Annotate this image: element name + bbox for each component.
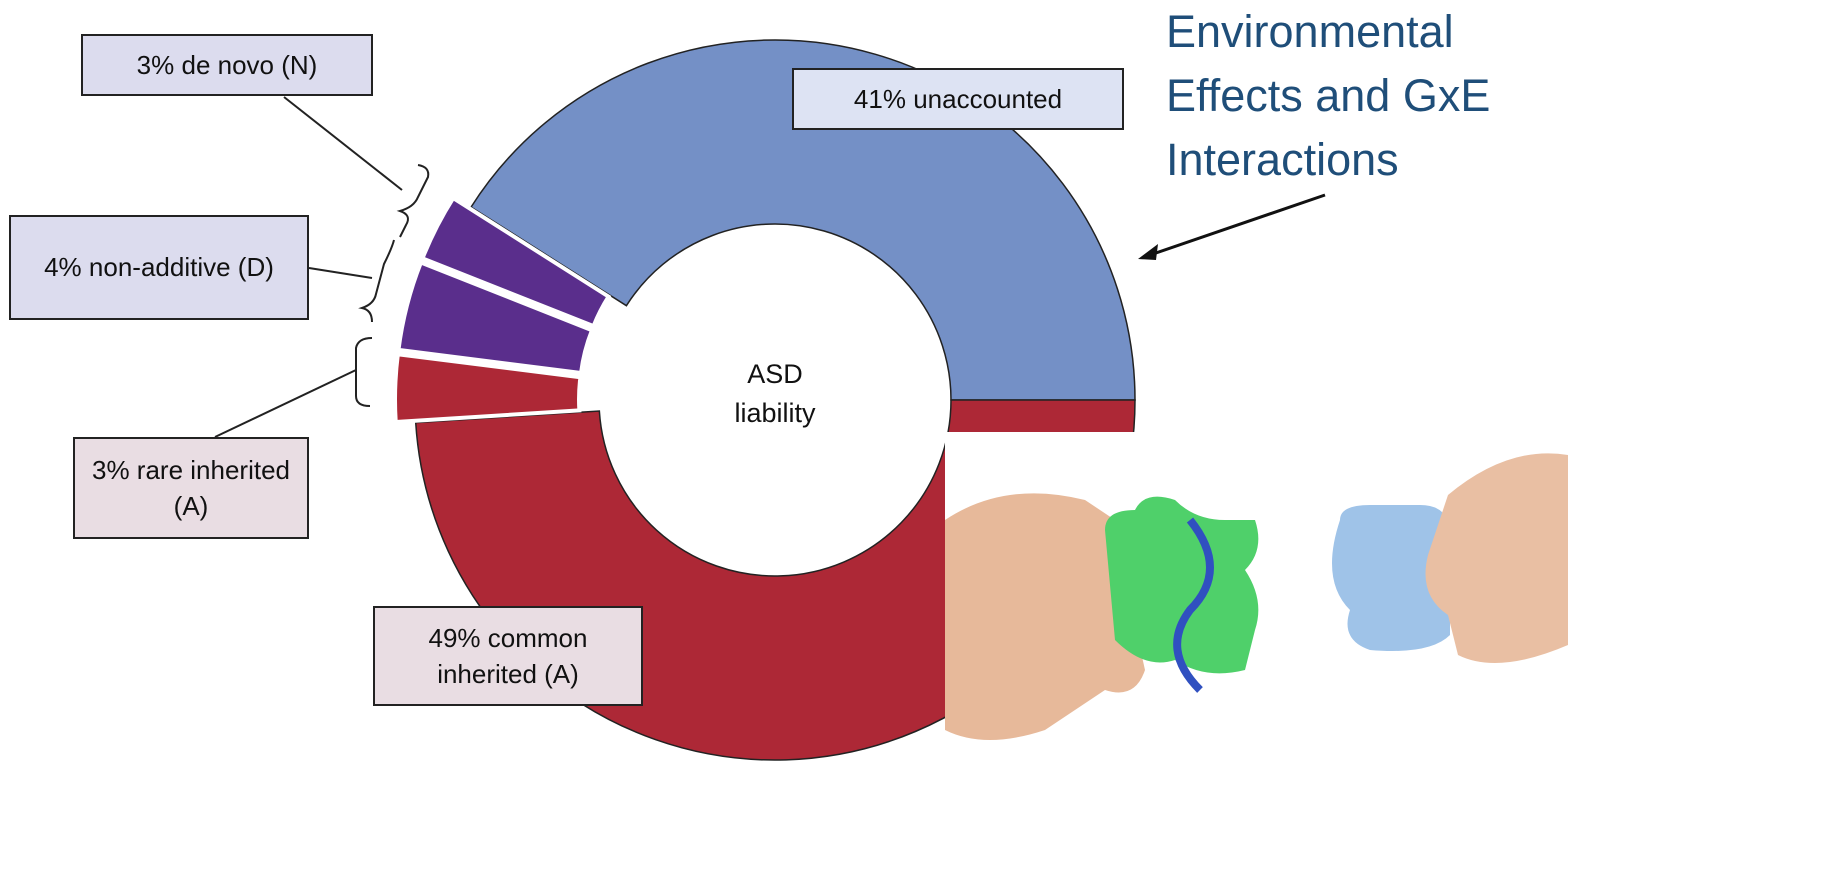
bracket — [355, 337, 373, 407]
value-label: 41% — [853, 83, 906, 114]
leaders — [214, 96, 430, 438]
category-label: unaccounted — [913, 83, 1063, 114]
slice-label: 49% common inherited (A) — [373, 606, 643, 706]
slice-label: 3% de novo (N) — [81, 34, 373, 96]
arrow — [1138, 193, 1326, 260]
category-label: rare inherited (A) — [136, 454, 290, 521]
label-text: 3% rare inherited (A) — [89, 452, 293, 525]
arrow-line — [1149, 193, 1326, 257]
category-label: de novo (N) — [181, 49, 318, 80]
bracket — [358, 239, 395, 323]
puzzle-piece — [1105, 496, 1259, 674]
hand — [945, 493, 1148, 740]
leader-line — [283, 96, 403, 191]
category-label: common inherited (A) — [437, 622, 588, 689]
hand — [1425, 453, 1568, 663]
annotation: Environmental Effects and GxE Interactio… — [1166, 6, 1491, 185]
slice-label: 3% rare inherited (A) — [73, 437, 309, 539]
dna — [1173, 517, 1214, 693]
arrow-head — [1138, 244, 1158, 260]
value-label: 4% — [44, 252, 82, 283]
center-label: ASD liability — [734, 359, 816, 429]
slice-label: 41% unaccounted — [792, 68, 1124, 130]
donut-slice — [419, 195, 612, 329]
leader-line — [308, 267, 373, 279]
label-text: 3% de novo (N) — [137, 47, 318, 83]
label-text: 49% common inherited (A) — [389, 620, 627, 693]
label-text: 4% non-additive (D) — [44, 249, 274, 285]
donut-slice — [393, 352, 583, 425]
label-text: 41% unaccounted — [854, 81, 1062, 117]
value-label: 3% — [91, 454, 130, 485]
leader-line — [214, 369, 357, 438]
photo — [945, 432, 1568, 742]
bracket — [396, 164, 430, 238]
value-label: 3% — [136, 49, 175, 80]
donut-slice — [396, 259, 595, 376]
puzzle-piece — [1332, 505, 1450, 651]
category-label: non-additive (D) — [88, 252, 274, 283]
slice-label: 4% non-additive (D) — [9, 215, 309, 320]
value-label: 49% — [428, 622, 481, 653]
